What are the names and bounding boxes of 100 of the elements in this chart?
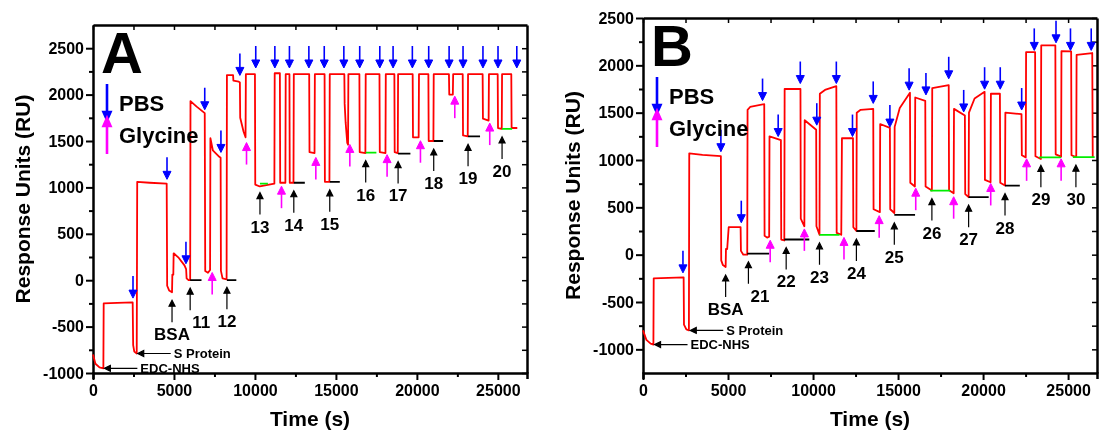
annotation: 25: [884, 247, 904, 267]
point: [242, 142, 252, 152]
point: [415, 140, 425, 150]
x-tick-label: 25000: [1046, 382, 1091, 400]
point: [847, 128, 857, 138]
annotation: 17: [388, 186, 408, 206]
point: [311, 156, 321, 166]
point: [512, 59, 522, 69]
x-tick-label: 0: [89, 382, 99, 400]
annotation: 19: [458, 169, 478, 189]
y-tick-label: 2500: [48, 39, 85, 57]
point: [355, 59, 365, 69]
point: [207, 271, 217, 281]
point: [1065, 41, 1075, 51]
legend-label: PBS: [669, 83, 715, 109]
annotation: EDC-NHS: [690, 337, 751, 353]
point: [795, 75, 805, 85]
y-tick-label: 0: [625, 246, 635, 264]
x-tick-label: 10000: [233, 382, 278, 400]
point: [200, 101, 210, 111]
chart-title: A: [101, 20, 143, 85]
x-tick-label: 15000: [876, 382, 921, 400]
annotation: 24: [846, 263, 867, 283]
point: [270, 59, 280, 69]
y-tick-label: 1000: [48, 179, 85, 197]
x-tick-label: 25000: [476, 382, 521, 400]
point: [485, 122, 495, 132]
point: [874, 215, 884, 225]
x-tick-label: 5000: [710, 382, 747, 400]
x-tick-label: 15000: [314, 382, 359, 400]
point: [980, 80, 990, 90]
point: [949, 196, 959, 206]
point: [284, 59, 294, 69]
point: [799, 228, 809, 238]
y-tick-label: -1000: [43, 364, 85, 382]
point: [162, 170, 172, 180]
annotation: 20: [492, 161, 512, 181]
point: [868, 94, 878, 104]
point: [758, 92, 768, 102]
point: [339, 59, 349, 69]
point: [831, 75, 841, 85]
y-tick-label: 2000: [598, 56, 635, 74]
annotation: S Protein: [726, 322, 784, 338]
point: [388, 59, 398, 69]
point: [812, 116, 822, 126]
x-tick-label: 20000: [961, 382, 1006, 400]
annotation: 29: [1031, 190, 1051, 210]
y-tick-label: -1000: [593, 340, 635, 358]
point: [450, 95, 460, 105]
x-axis-title: Time (s): [269, 407, 351, 430]
point: [407, 59, 417, 69]
x-axis-title: Time (s): [829, 407, 911, 430]
y-axis-title: Response Units (RU): [561, 91, 584, 300]
point: [1051, 34, 1061, 44]
y-tick-label: 500: [607, 198, 635, 216]
y-tick-label: 1500: [598, 104, 635, 122]
point: [382, 154, 392, 164]
point: [1056, 158, 1066, 168]
point: [493, 59, 503, 69]
point: [128, 289, 138, 299]
y-tick-label: 1000: [598, 151, 635, 169]
point: [251, 59, 261, 69]
x-tick-label: 0: [639, 382, 649, 400]
point: [904, 81, 914, 91]
y-tick-label: 500: [57, 225, 85, 243]
annotation: 26: [922, 223, 942, 243]
y-tick-label: -500: [601, 293, 635, 311]
annotation: 23: [810, 267, 829, 287]
point: [986, 182, 996, 192]
point: [444, 59, 454, 69]
annotation: 14: [284, 215, 304, 235]
point: [458, 59, 468, 69]
point: [995, 80, 1005, 90]
point: [235, 66, 245, 76]
annotation: 22: [776, 272, 796, 292]
y-tick-label: -500: [51, 318, 85, 336]
point: [921, 86, 931, 96]
point: [1022, 158, 1032, 168]
annotation: 13: [250, 217, 270, 237]
chart-title: B: [651, 13, 693, 78]
point: [345, 143, 355, 153]
annotation: 28: [995, 218, 1015, 238]
annotation: 27: [959, 230, 979, 250]
point: [304, 59, 314, 69]
legend-label: PBS: [119, 90, 165, 116]
point: [773, 128, 783, 138]
point: [181, 255, 191, 265]
annotation: S Protein: [173, 346, 231, 362]
point: [959, 103, 969, 113]
annotation: 30: [1066, 190, 1086, 210]
point: [319, 59, 329, 69]
point: [765, 239, 775, 249]
annotation: 12: [217, 312, 237, 332]
point: [1086, 41, 1096, 51]
point: [944, 70, 954, 80]
y-tick-label: 2500: [598, 9, 635, 27]
point: [478, 59, 488, 69]
y-tick-label: 0: [75, 271, 85, 289]
point: [277, 185, 286, 195]
point: [716, 143, 726, 153]
